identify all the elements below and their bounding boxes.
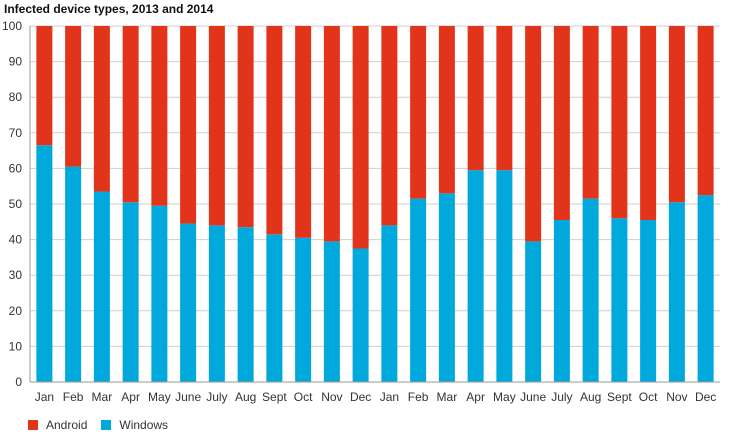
legend: Android Windows <box>28 418 168 432</box>
chart-title: Infected device types, 2013 and 2014 <box>4 2 214 16</box>
bar-windows <box>352 248 369 382</box>
bar-windows <box>323 241 340 382</box>
bar-android <box>582 26 599 199</box>
bar-windows <box>697 195 714 382</box>
y-tick-label: 70 <box>9 126 23 140</box>
bar-android <box>697 26 714 196</box>
bar-android <box>208 26 225 226</box>
bar-android <box>323 26 340 242</box>
bar-android <box>525 26 542 242</box>
bar-android <box>668 26 685 203</box>
bar-android <box>352 26 369 249</box>
bar-windows <box>640 220 657 382</box>
bar-windows <box>381 225 398 382</box>
bar-android <box>93 26 110 192</box>
bar-windows <box>180 223 197 382</box>
bar-android <box>266 26 283 235</box>
y-tick-label: 10 <box>9 339 23 353</box>
bar-android <box>467 26 484 171</box>
x-tick-label: Nov <box>321 390 342 404</box>
bars <box>36 26 714 382</box>
x-tick-label: Dec <box>695 390 716 404</box>
bar-windows <box>93 191 110 382</box>
bar-android <box>180 26 197 224</box>
bar-windows <box>467 170 484 382</box>
bar-windows <box>668 202 685 382</box>
bar-windows <box>65 166 82 382</box>
bar-android <box>496 26 513 171</box>
x-tick-label: May <box>493 390 516 404</box>
bar-windows <box>266 234 283 382</box>
legend-label-android: Android <box>46 418 88 432</box>
y-tick-label: 0 <box>15 375 22 389</box>
x-tick-label: July <box>206 390 227 404</box>
x-tick-label: Oct <box>639 390 658 404</box>
x-tick-label: Mar <box>437 390 458 404</box>
bar-android <box>237 26 254 228</box>
y-tick-label: 60 <box>9 161 23 175</box>
y-tick-label: 30 <box>9 268 23 282</box>
x-tick-label: Nov <box>666 390 687 404</box>
bar-windows <box>611 218 628 382</box>
legend-label-windows: Windows <box>119 418 169 432</box>
bar-android <box>36 26 53 146</box>
bar-android <box>438 26 455 194</box>
x-tick-label: May <box>148 390 171 404</box>
legend-item-windows: Windows <box>101 418 168 432</box>
x-tick-label: Aug <box>235 390 256 404</box>
y-tick-label: 50 <box>9 197 23 211</box>
bar-windows <box>410 198 427 382</box>
bar-android <box>122 26 139 203</box>
bar-windows <box>36 145 53 382</box>
x-tick-label: Apr <box>466 390 485 404</box>
x-tick-label: Aug <box>580 390 601 404</box>
bar-windows <box>295 237 312 382</box>
x-tick-label: June <box>175 390 201 404</box>
x-tick-label: Sept <box>262 390 287 404</box>
bar-windows <box>525 241 542 382</box>
bar-windows <box>237 227 254 382</box>
x-tick-label: Oct <box>294 390 313 404</box>
legend-item-android: Android <box>28 418 87 432</box>
y-tick-label: 40 <box>9 233 23 247</box>
x-tick-label: Sept <box>607 390 632 404</box>
legend-swatch-android <box>28 420 38 430</box>
bar-android <box>381 26 398 226</box>
bar-android <box>295 26 312 238</box>
bar-android <box>640 26 657 221</box>
x-tick-label: Mar <box>92 390 113 404</box>
axes: 0 10 20 30 40 50 60 70 80 90 100 Jan Feb Mar Apr May Jun… <box>2 19 720 404</box>
stacked-bar-chart: 0 10 20 30 40 50 60 70 80 90 100 Jan Feb Mar Apr May Jun… <box>2 19 720 404</box>
y-tick-label: 90 <box>9 55 23 69</box>
legend-swatch-windows <box>101 420 112 430</box>
x-tick-label: July <box>551 390 572 404</box>
bar-windows <box>122 202 139 382</box>
bar-windows <box>582 198 599 382</box>
bar-windows <box>553 220 570 382</box>
x-tick-label: June <box>520 390 546 404</box>
bar-windows <box>438 193 455 382</box>
x-tick-label: Feb <box>63 390 84 404</box>
bar-android <box>553 26 570 221</box>
x-tick-label: Feb <box>408 390 429 404</box>
bar-android <box>410 26 427 199</box>
bar-windows <box>496 170 513 382</box>
y-tick-label: 100 <box>2 19 22 33</box>
x-tick-label: Dec <box>350 390 371 404</box>
x-tick-label: Jan <box>380 390 399 404</box>
y-tick-label: 80 <box>9 90 23 104</box>
y-tick-label: 20 <box>9 304 23 318</box>
bar-windows <box>151 205 168 382</box>
bar-android <box>65 26 82 167</box>
x-tick-label: Apr <box>121 390 140 404</box>
bar-windows <box>208 225 225 382</box>
bar-android <box>611 26 628 219</box>
bar-android <box>151 26 168 206</box>
x-tick-label: Jan <box>35 390 54 404</box>
